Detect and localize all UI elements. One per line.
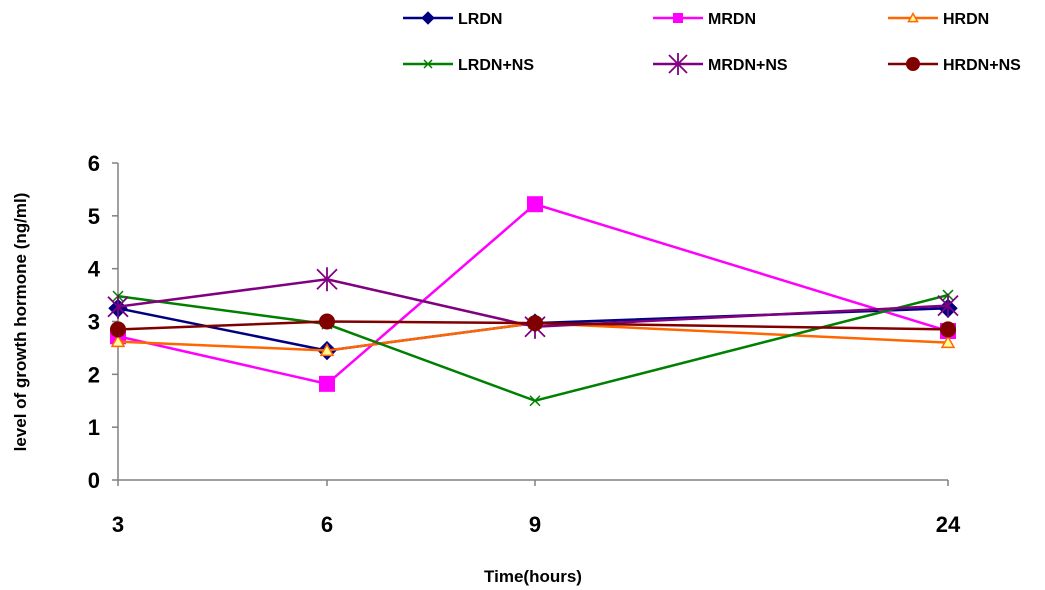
data-point-mrdn bbox=[319, 376, 335, 392]
series-mrdn bbox=[110, 196, 956, 392]
legend-label: MRDN+NS bbox=[708, 57, 788, 74]
legend-item-lrdn: LRDN bbox=[403, 11, 502, 28]
data-point-hrdn-ns bbox=[940, 321, 956, 337]
y-axis-title: level of growth hormone (ng/ml) bbox=[11, 193, 30, 452]
legend-item-hrdn-ns: HRDN+NS bbox=[888, 57, 1021, 74]
y-tick-label: 1 bbox=[88, 415, 100, 440]
legend-label: HRDN+NS bbox=[943, 57, 1021, 74]
legend-item-lrdn-ns: LRDN+NS bbox=[403, 57, 534, 74]
data-point-hrdn-ns bbox=[527, 315, 543, 331]
x-tick-label: 3 bbox=[112, 512, 124, 537]
series-line-mrdn bbox=[118, 204, 948, 384]
y-tick-labels: 0 1 2 3 4 5 6 bbox=[88, 151, 101, 493]
legend-marker-hrdn-ns bbox=[906, 57, 920, 71]
x-tick-label: 9 bbox=[529, 512, 541, 537]
series-group bbox=[108, 196, 958, 406]
legend-marker-lrdn bbox=[422, 12, 434, 24]
legend: LRDN MRDN HRDN LRDN+NS MRDN+NS HRDN+NS bbox=[403, 11, 1021, 75]
y-tick-label: 0 bbox=[88, 468, 100, 493]
data-point-hrdn-ns bbox=[319, 314, 335, 330]
x-tick-labels: 3 6 9 24 bbox=[112, 512, 961, 537]
y-tick-label: 6 bbox=[88, 151, 100, 176]
legend-marker-mrdn bbox=[673, 13, 683, 23]
y-tick-label: 5 bbox=[88, 204, 100, 229]
legend-label: LRDN+NS bbox=[458, 57, 534, 74]
x-tick-label: 6 bbox=[321, 512, 333, 537]
y-tick-label: 2 bbox=[88, 362, 100, 387]
legend-item-hrdn: HRDN bbox=[888, 11, 989, 28]
legend-label: LRDN bbox=[458, 11, 502, 28]
y-tick-label: 4 bbox=[88, 257, 101, 282]
data-point-mrdn bbox=[527, 196, 543, 212]
legend-label: HRDN bbox=[943, 11, 989, 28]
legend-item-mrdn-ns: MRDN+NS bbox=[653, 53, 788, 75]
legend-item-mrdn: MRDN bbox=[653, 11, 756, 28]
legend-label: MRDN bbox=[708, 11, 756, 28]
x-tick-label: 24 bbox=[936, 512, 961, 537]
y-tick-label: 3 bbox=[88, 310, 100, 335]
data-point-hrdn-ns bbox=[110, 321, 126, 337]
x-axis-title: Time(hours) bbox=[484, 567, 582, 586]
